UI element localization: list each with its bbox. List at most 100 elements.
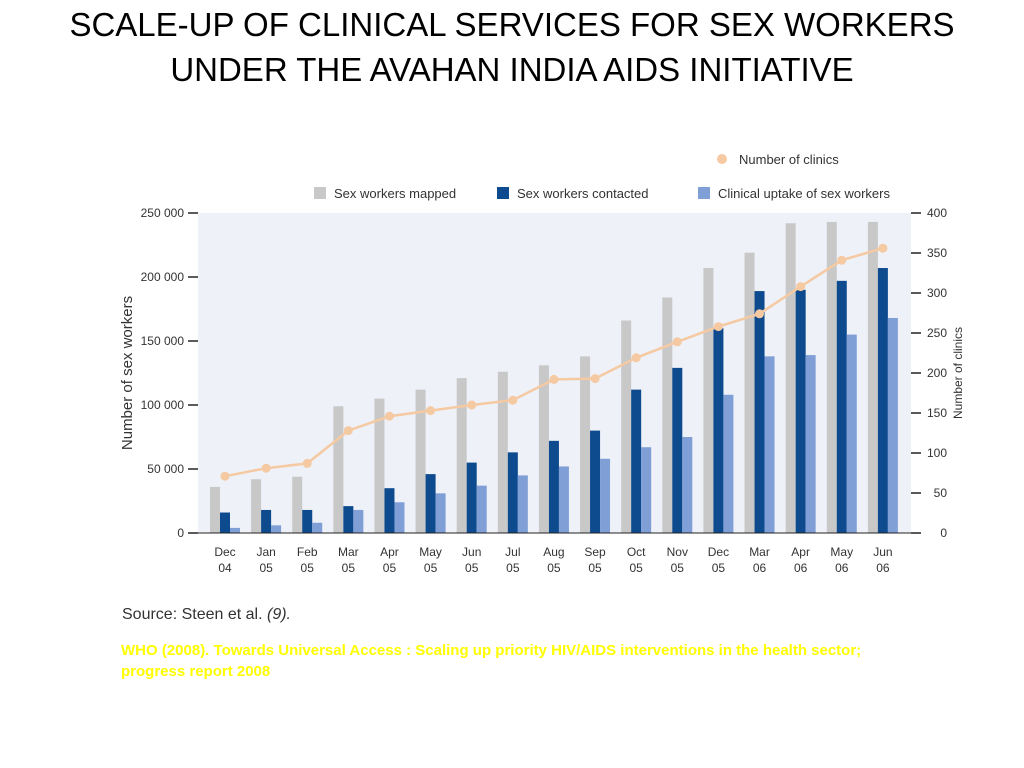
bar	[538, 365, 549, 533]
bar	[302, 509, 313, 533]
x-tick-label: Apr	[791, 545, 810, 559]
axes-group: 0 50 000 100 000 150 000 200 000 250 000 0 50 10…	[141, 206, 948, 540]
clinic-point	[590, 374, 600, 384]
clinic-point	[631, 353, 641, 363]
x-tick-label: 05	[547, 561, 561, 575]
clinic-point	[755, 309, 765, 319]
x-tick-label: 05	[712, 561, 726, 575]
bar	[846, 334, 857, 533]
x-tick-label: 05	[342, 561, 356, 575]
legend-label: Clinical uptake of sex workers	[718, 186, 890, 201]
y2-tick-label: 300	[927, 286, 947, 300]
x-tick-label: 06	[753, 561, 767, 575]
bar	[590, 430, 601, 533]
clinic-point	[302, 458, 312, 468]
source-note: Source: Steen et al. (9).	[122, 606, 291, 624]
bar	[466, 462, 477, 533]
x-tick-label: Nov	[667, 545, 688, 559]
x-tick-label: Dec	[214, 545, 235, 559]
y2-axis-title: Number of clinics	[951, 327, 965, 419]
clinic-point	[549, 374, 559, 384]
x-tick-label: Feb	[297, 545, 318, 559]
bar	[435, 493, 446, 533]
bar	[877, 268, 888, 533]
bar	[713, 328, 724, 533]
bar	[744, 252, 755, 533]
x-tick-label: 05	[383, 561, 397, 575]
y2-tick-label: 150	[927, 406, 947, 420]
bar	[764, 356, 775, 533]
bar	[374, 398, 385, 533]
bar	[795, 289, 806, 533]
bar	[292, 476, 303, 533]
legend: Sex workers mapped Sex workers contacted C…	[314, 152, 890, 201]
x-tick-label: Apr	[380, 545, 399, 559]
clinic-point	[426, 406, 436, 416]
clinic-point	[343, 426, 353, 436]
bar	[261, 509, 272, 533]
x-tick-label: Jun	[462, 545, 481, 559]
bar	[867, 221, 878, 533]
source-ref: (9).	[266, 606, 291, 623]
bar	[703, 268, 714, 533]
bar	[580, 356, 591, 533]
chart: Dec04Jan05Feb05Mar05Apr05May05Jun05Jul05…	[119, 152, 965, 575]
y-tick-label: 100 000	[141, 398, 185, 412]
x-tick-label: Jun	[873, 545, 892, 559]
x-tick-label: 04	[218, 561, 232, 575]
clinic-point	[672, 337, 682, 347]
x-tick-label: 05	[671, 561, 685, 575]
legend-label: Number of clinics	[739, 152, 839, 167]
y2-tick-label: 100	[927, 446, 947, 460]
clinic-point	[261, 463, 271, 473]
y2-tick-label: 250	[927, 326, 947, 340]
slide-title: SCALE-UP OF CLINICAL SERVICES FOR SEX WO…	[69, 6, 955, 88]
bar	[456, 378, 467, 533]
bar	[507, 452, 518, 533]
clinic-point	[467, 400, 477, 410]
clinic-line-group	[220, 243, 888, 481]
bar	[333, 406, 344, 533]
y2-tick-label: 350	[927, 246, 947, 260]
clinic-point	[713, 322, 723, 332]
bar	[548, 440, 559, 533]
source-prefix: Source: Steen et al.	[122, 606, 263, 623]
clinic-point	[837, 255, 847, 265]
y-tick-label: 0	[177, 526, 184, 540]
bar	[723, 394, 734, 533]
x-tick-label: 06	[835, 561, 849, 575]
clinic-point	[796, 282, 806, 292]
bar	[682, 437, 693, 533]
y-tick-label: 150 000	[141, 334, 185, 348]
x-tick-label: May	[419, 545, 442, 559]
x-tick-label: Mar	[338, 545, 359, 559]
x-tick-label: Aug	[543, 545, 564, 559]
bar	[210, 486, 220, 533]
y-tick-label: 250 000	[141, 206, 185, 220]
x-tick-label: Jan	[256, 545, 275, 559]
bar	[662, 297, 673, 533]
bar	[497, 371, 508, 533]
x-tick-label: 05	[424, 561, 438, 575]
clinic-point	[384, 411, 394, 421]
x-tick-label: Oct	[627, 545, 646, 559]
bar	[230, 527, 240, 533]
bar	[826, 221, 837, 533]
bar	[785, 223, 796, 534]
bar	[415, 389, 426, 533]
bar	[220, 512, 230, 533]
bar	[672, 367, 683, 533]
x-tick-label: Jul	[505, 545, 520, 559]
x-tick-label: Sep	[584, 545, 606, 559]
citation-text: WHO (2008). Towards Universal Access : S…	[121, 642, 862, 680]
bar	[353, 509, 364, 533]
y-axis-title: Number of sex workers	[119, 296, 136, 450]
x-tick-label: 05	[301, 561, 315, 575]
legend-swatch	[698, 187, 710, 199]
x-tick-label: 05	[629, 561, 643, 575]
y2-tick-label: 400	[927, 206, 947, 220]
bar	[394, 502, 405, 533]
y-tick-label: 50 000	[147, 462, 184, 476]
bar	[271, 525, 282, 533]
legend-swatch	[314, 187, 326, 199]
